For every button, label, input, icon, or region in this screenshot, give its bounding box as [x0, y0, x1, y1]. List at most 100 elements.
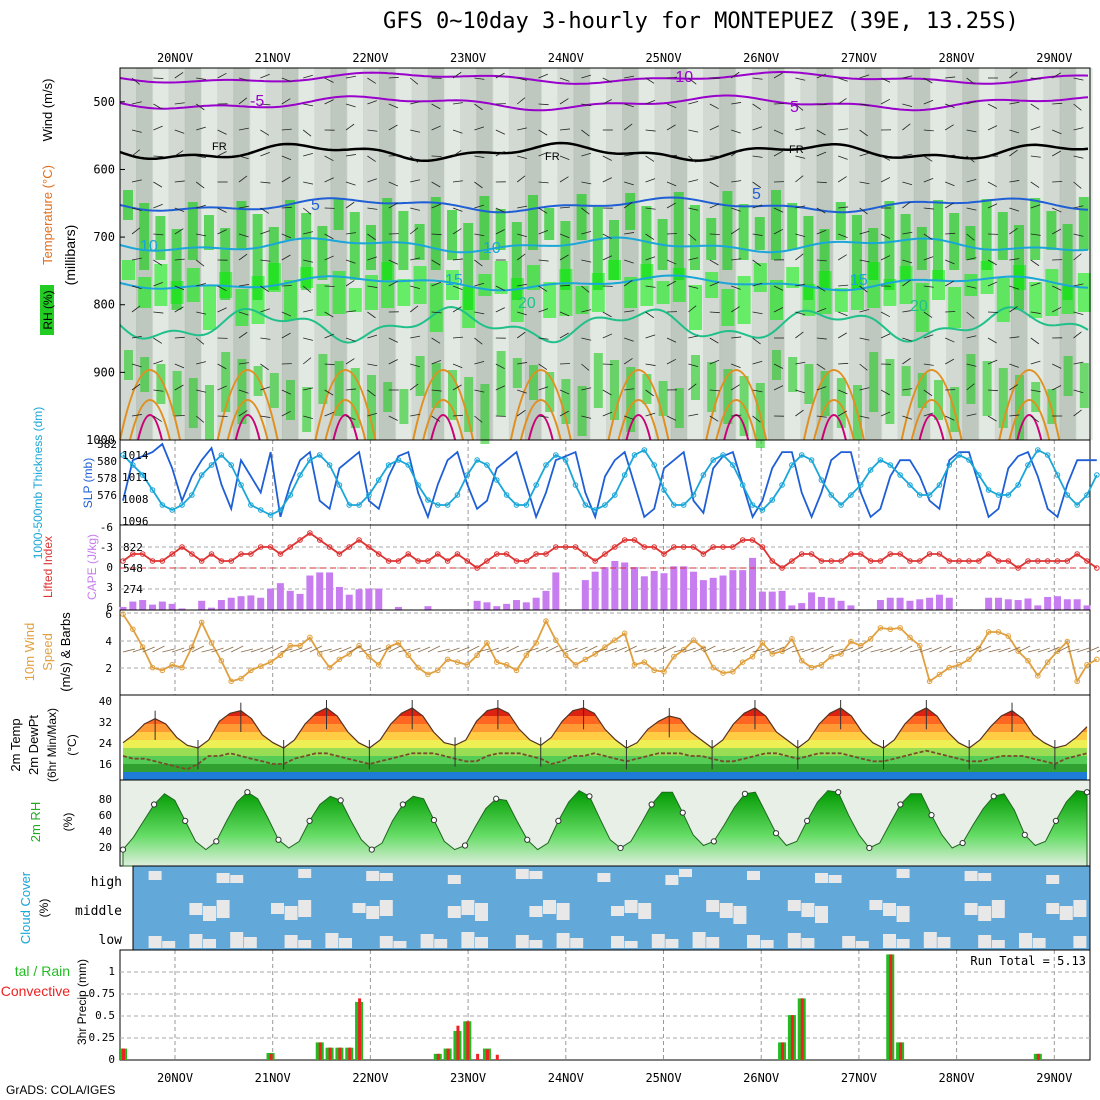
wind-barb-10m [1047, 646, 1060, 653]
wind-barb [945, 181, 955, 187]
x-tick-label-top: 25NOV [645, 51, 681, 65]
thickness-series-point [139, 472, 146, 478]
wind-barb [174, 336, 185, 339]
wind-barb [1030, 360, 1041, 365]
rh-cell [869, 352, 879, 412]
rh-cell [1077, 273, 1091, 312]
thickness-series-point [769, 497, 776, 503]
thickness-series-point [248, 502, 254, 508]
thickness-series-point [169, 507, 175, 513]
wind-barb [410, 413, 421, 417]
wind-barb-10m [349, 645, 362, 653]
thickness-series-point [690, 492, 697, 498]
wind-barb [217, 229, 227, 235]
wind-barb-10m [1096, 649, 1100, 653]
wind-barb [923, 334, 934, 339]
cloud-high [747, 871, 760, 880]
wind-barb-10m [1027, 648, 1041, 653]
wind-barb [452, 363, 463, 369]
wind-barb [153, 181, 163, 188]
wind-barb [281, 311, 292, 317]
lifted-index-series-point [857, 551, 864, 557]
ylabel-wind10m-3: (m/s) & Barbs [58, 612, 73, 692]
wind-barb [623, 358, 633, 365]
wind-barb [324, 233, 334, 240]
wind-barb [816, 415, 827, 418]
wind-barb [859, 207, 868, 215]
wind-barb [816, 73, 827, 79]
thickness-series-point [484, 462, 490, 468]
wind-barb [409, 155, 419, 163]
wind-barb [795, 103, 804, 111]
wind-barb [559, 206, 570, 209]
precip-convective-bar [466, 1021, 470, 1060]
lifted-index-series-point [415, 558, 421, 564]
wind-barb [730, 306, 740, 313]
cape-tick: 274 [123, 583, 143, 596]
wind-barb [731, 414, 742, 417]
wind-speed-series-point [454, 659, 461, 665]
wind-speed-series-point [159, 667, 166, 674]
wind-barb [987, 125, 998, 131]
wind-speed-series-point [651, 667, 657, 674]
wind-speed-series-point [562, 652, 569, 659]
wind-speed-series-point [828, 653, 835, 660]
x-tick-label-top: 28NOV [939, 51, 975, 65]
cloud-middle [475, 903, 488, 921]
cloud-low [747, 935, 760, 948]
wind-barb [474, 155, 485, 158]
wind-barb [131, 285, 142, 290]
thickness-series-point [956, 452, 962, 458]
wind-barb [581, 259, 592, 263]
x-tick-label-top: 24NOV [548, 51, 584, 65]
wind-barb [217, 72, 227, 79]
rh-cell [496, 351, 506, 416]
wind-barb-10m [181, 646, 195, 653]
cloud-middle [1059, 906, 1073, 920]
wind-barb [645, 233, 655, 240]
rh-point [679, 809, 686, 816]
wind-barb [923, 155, 933, 162]
contour-label: 20 [910, 298, 928, 315]
wind-barb [645, 256, 656, 261]
rh-cell [656, 281, 670, 304]
wind-barb [666, 259, 677, 265]
wind-barb [923, 129, 934, 132]
wind-barb [773, 103, 785, 105]
wind-barb [345, 181, 356, 186]
wind-barb [217, 415, 228, 417]
rh-cell [689, 285, 702, 330]
wind-barb [131, 77, 140, 85]
rh-band [120, 68, 137, 440]
wind-barb [688, 305, 697, 313]
wind-barb [367, 363, 378, 367]
wind-barb-10m [978, 645, 991, 653]
isotherm-25 [314, 369, 377, 441]
rh-cell [1061, 286, 1075, 314]
rh-cell [1079, 363, 1089, 408]
rh-cell [577, 386, 587, 436]
rh-cell [529, 365, 538, 400]
rh-cell [463, 223, 474, 310]
thickness-series-point [1084, 492, 1090, 498]
wind-speed-series-point [1005, 633, 1012, 639]
wind-barb [131, 383, 141, 391]
cloud-low [379, 936, 393, 948]
precip-convective-bar [358, 998, 362, 1060]
wind-barb-10m [447, 647, 460, 653]
lifted-index-series-point [543, 551, 549, 557]
wind-barb [624, 310, 635, 313]
wind-barb [153, 233, 164, 236]
isotherm-30 [715, 399, 758, 441]
precip-convective-bar [446, 1048, 450, 1060]
rh-cell [480, 384, 490, 444]
wind-barb [260, 73, 270, 79]
wind-barb [837, 176, 847, 183]
rh-cell [186, 268, 200, 302]
ylabel-precip-mm: 3hr Precip (mm) [75, 959, 89, 1045]
wind-speed-series-point [149, 664, 156, 671]
rh-cell [771, 190, 781, 260]
thickness-series-point [444, 502, 451, 508]
wind-barb [281, 332, 291, 339]
rh-point [804, 817, 811, 825]
